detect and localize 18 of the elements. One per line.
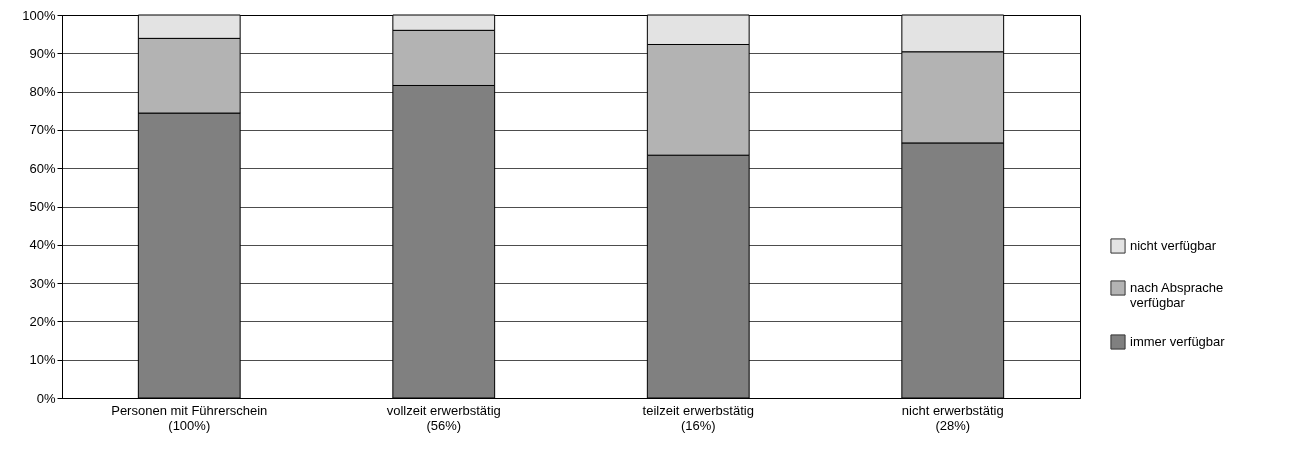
y-tick-label: 40%	[29, 237, 56, 253]
legend-label: nicht verfügbar	[1130, 238, 1217, 253]
y-tick-label: 30%	[29, 275, 56, 291]
y-tick-label: 70%	[29, 122, 56, 138]
y-tick-label: 0%	[36, 390, 56, 406]
legend-label: immer verfügbar	[1130, 334, 1226, 349]
y-tick-label: 80%	[29, 84, 56, 100]
x-tick-label: teilzeit erwerbstätig (16%)	[642, 402, 754, 433]
y-tick-label: 10%	[29, 352, 56, 368]
x-tick-label: vollzeit erwerbstätig (56%)	[386, 402, 501, 433]
x-tick-label: Personen mit Führerschein (100%)	[111, 402, 268, 433]
y-tick-label: 50%	[29, 199, 56, 214]
y-tick-label: 100%	[22, 7, 56, 23]
y-tick-label: 20%	[29, 313, 56, 329]
x-tick-label: nicht erwerbstätig (28%)	[901, 402, 1004, 433]
y-tick-label: 90%	[29, 45, 56, 61]
y-tick-label: 60%	[29, 160, 56, 176]
legend-label: nach Absprache verfügbar	[1130, 280, 1224, 310]
